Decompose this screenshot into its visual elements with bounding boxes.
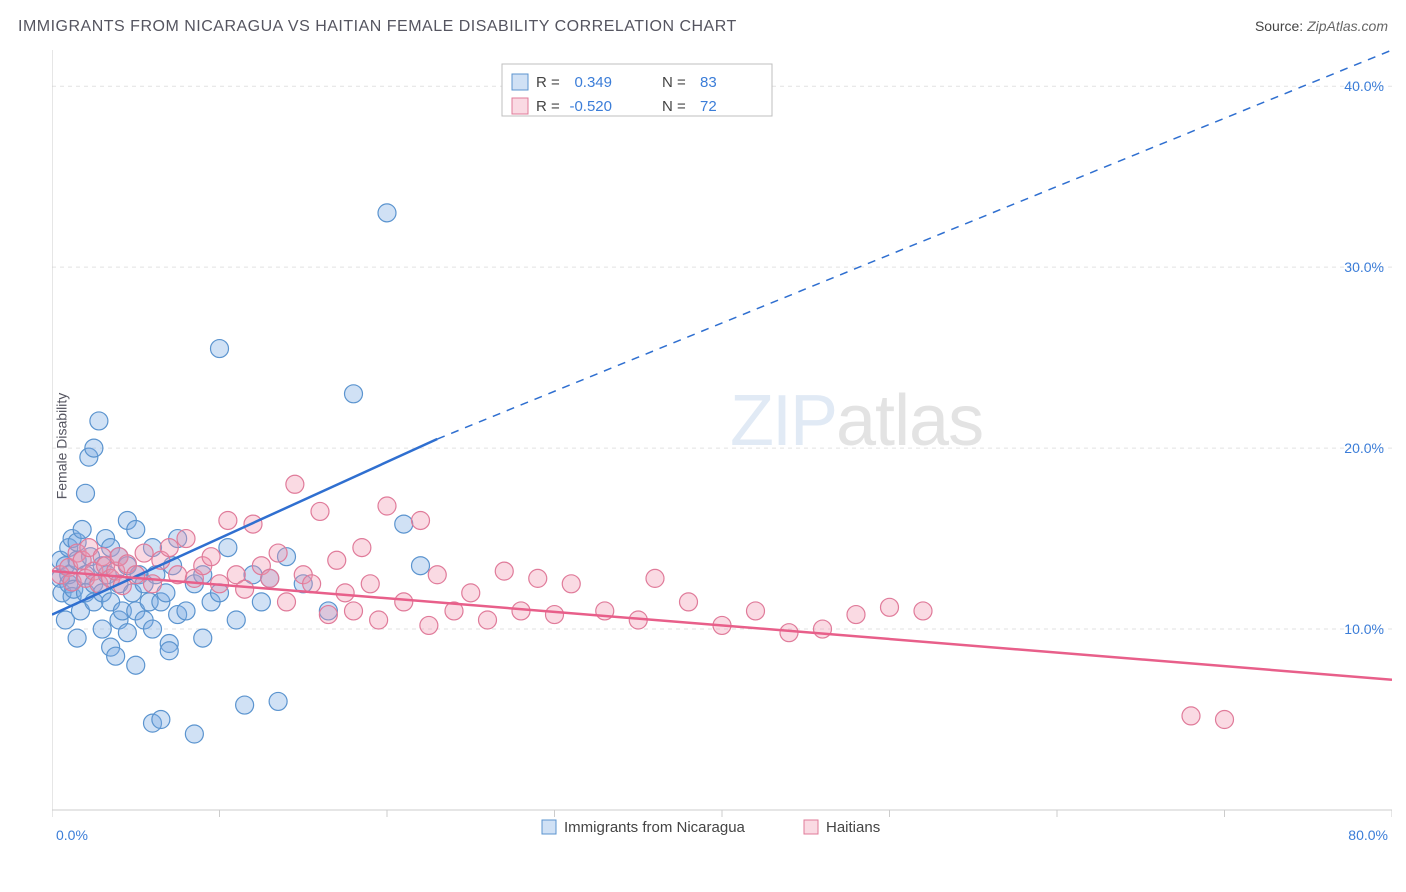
data-point: [420, 616, 438, 634]
source-label: Source:: [1255, 18, 1303, 34]
data-point: [847, 606, 865, 624]
data-point: [202, 548, 220, 566]
data-point: [219, 511, 237, 529]
data-point: [68, 629, 86, 647]
y-tick-label: 30.0%: [1344, 259, 1384, 275]
legend-n-value: 83: [700, 74, 717, 91]
data-point: [118, 624, 136, 642]
y-tick-label: 20.0%: [1344, 440, 1384, 456]
data-point: [85, 439, 103, 457]
trend-line: [52, 571, 1392, 680]
data-point: [261, 569, 279, 587]
data-point: [370, 611, 388, 629]
data-point: [177, 530, 195, 548]
legend-r-label: R =: [536, 74, 560, 91]
data-point: [1216, 711, 1234, 729]
data-point: [278, 593, 296, 611]
data-point: [345, 385, 363, 403]
data-point: [319, 606, 337, 624]
legend-swatch: [512, 98, 528, 114]
data-point: [328, 551, 346, 569]
data-point: [412, 557, 430, 575]
source-attribution: Source: ZipAtlas.com: [1255, 18, 1388, 34]
data-point: [236, 580, 254, 598]
legend-series-label: Haitians: [826, 819, 880, 836]
data-point: [680, 593, 698, 611]
data-point: [90, 412, 108, 430]
data-point: [336, 584, 354, 602]
data-point: [160, 539, 178, 557]
data-point: [211, 340, 229, 358]
data-point: [345, 602, 363, 620]
data-point: [462, 584, 480, 602]
data-point: [378, 204, 396, 222]
data-point: [219, 539, 237, 557]
data-point: [77, 484, 95, 502]
data-point: [107, 647, 125, 665]
x-tick-label: 80.0%: [1348, 827, 1388, 840]
data-point: [361, 575, 379, 593]
data-point: [378, 497, 396, 515]
legend-r-value: 0.349: [574, 74, 612, 91]
data-point: [252, 593, 270, 611]
data-point: [269, 692, 287, 710]
data-point: [303, 575, 321, 593]
scatter-plot: 10.0% 20.0% 30.0% 40.0% 0.0% 80.0% R = 0.349 N =…: [52, 50, 1392, 840]
data-point: [914, 602, 932, 620]
correlation-legend: R = 0.349 N = 83 R = -0.520 N = 72: [502, 64, 772, 116]
data-point: [127, 656, 145, 674]
data-point: [177, 602, 195, 620]
data-point: [529, 569, 547, 587]
y-tick-label: 10.0%: [1344, 621, 1384, 637]
source-value: ZipAtlas.com: [1307, 18, 1388, 34]
x-tick-label: 0.0%: [56, 827, 88, 840]
data-point: [814, 620, 832, 638]
legend-r-label: R =: [536, 98, 560, 115]
data-point: [1182, 707, 1200, 725]
data-point: [144, 575, 162, 593]
data-point: [311, 502, 329, 520]
data-point: [881, 598, 899, 616]
data-point: [512, 602, 530, 620]
data-point: [495, 562, 513, 580]
chart-title: IMMIGRANTS FROM NICARAGUA VS HAITIAN FEM…: [18, 18, 737, 36]
data-point: [135, 544, 153, 562]
data-point: [185, 725, 203, 743]
data-point: [236, 696, 254, 714]
legend-series-label: Immigrants from Nicaragua: [564, 819, 746, 836]
data-point: [194, 629, 212, 647]
data-point: [286, 475, 304, 493]
data-point: [546, 606, 564, 624]
y-tick-label: 40.0%: [1344, 78, 1384, 94]
legend-swatch: [512, 74, 528, 90]
data-point: [395, 515, 413, 533]
data-point: [127, 521, 145, 539]
data-point: [227, 611, 245, 629]
legend-swatch: [804, 820, 818, 834]
data-point: [152, 711, 170, 729]
data-point: [144, 620, 162, 638]
data-point: [646, 569, 664, 587]
data-point: [93, 620, 111, 638]
data-point: [479, 611, 497, 629]
legend-n-label: N =: [662, 74, 686, 91]
data-point: [412, 511, 430, 529]
legend-n-label: N =: [662, 98, 686, 115]
data-point: [353, 539, 371, 557]
legend-n-value: 72: [700, 98, 717, 115]
data-point: [395, 593, 413, 611]
data-point: [428, 566, 446, 584]
legend-r-value: -0.520: [569, 98, 612, 115]
data-point: [160, 642, 178, 660]
data-point: [747, 602, 765, 620]
data-point: [780, 624, 798, 642]
data-point: [562, 575, 580, 593]
data-point: [73, 521, 91, 539]
data-point: [269, 544, 287, 562]
legend-swatch: [542, 820, 556, 834]
